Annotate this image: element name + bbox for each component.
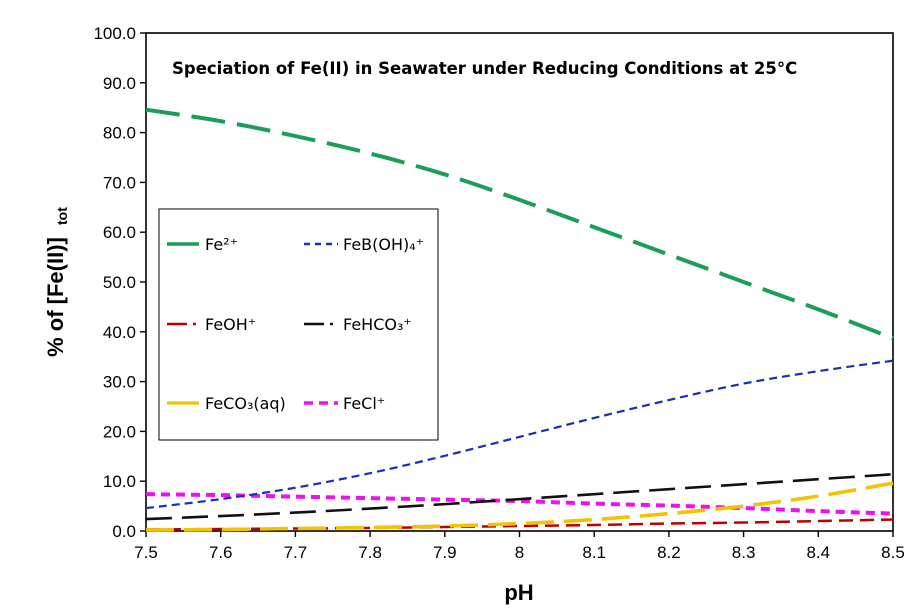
legend-label-feco3: FeCO₃(aq)	[205, 394, 286, 413]
y-axis: 0.0 10.0 20.0 30.0 40.0 50.0 60.0 70.0 80.0 90.0 1…	[93, 24, 146, 541]
y-tick-label: 30.0	[103, 373, 136, 392]
x-tick-label: 8	[515, 543, 524, 562]
series-line-fe2plus	[145, 107, 894, 341]
chart-title: Speciation of Fe(II) in Seawater under R…	[172, 59, 797, 78]
y-axis-title-group: % of [Fe(II)] tot	[43, 207, 70, 357]
y-tick-label: 40.0	[103, 323, 136, 342]
y-tick-label: 70.0	[103, 173, 136, 192]
y-tick-label: 0.0	[112, 522, 136, 541]
series-line-feco3	[145, 481, 894, 532]
series-line-feboh4	[145, 359, 894, 510]
x-axis: 7.5 7.6 7.7 7.8 7.9 8 8.1 8.2 8.3 8.4 8.5	[134, 531, 905, 562]
x-tick-label: 8.5	[881, 543, 905, 562]
y-tick-label: 90.0	[103, 74, 136, 93]
legend-label-feoh: FeOH⁺	[205, 315, 256, 334]
x-tick-label: 7.8	[358, 543, 382, 562]
x-tick-label: 8.3	[732, 543, 756, 562]
x-tick-label: 8.1	[582, 543, 606, 562]
series-line-fecl	[145, 492, 894, 516]
x-tick-label: 8.2	[657, 543, 681, 562]
x-tick-label: 7.9	[433, 543, 457, 562]
legend-label-fehco3: FeHCO₃⁺	[343, 315, 412, 334]
legend: Fe²⁺ FeB(OH)₄⁺ FeOH⁺ FeHCO₃⁺ FeCO₃(aq) FeCl⁺	[158, 208, 439, 441]
x-tick-label: 7.7	[284, 543, 308, 562]
x-axis-title: pH	[504, 580, 533, 605]
y-axis-title: % of [Fe(II)]	[43, 237, 68, 357]
y-tick-label: 20.0	[103, 422, 136, 441]
x-tick-label: 7.5	[134, 543, 158, 562]
y-axis-title-subscript: tot	[54, 207, 70, 225]
y-tick-label: 50.0	[103, 273, 136, 292]
svg-text:% of [Fe(II)] tot: % of [Fe(II)] tot	[43, 207, 70, 357]
x-tick-label: 7.6	[209, 543, 233, 562]
series-line-fehco3	[145, 472, 894, 521]
legend-box	[158, 208, 439, 441]
legend-label-fecl: FeCl⁺	[343, 394, 385, 413]
y-tick-label: 80.0	[103, 124, 136, 143]
legend-label-feboh4: FeB(OH)₄⁺	[343, 235, 424, 254]
series-layer	[145, 107, 894, 532]
y-tick-label: 60.0	[103, 223, 136, 242]
y-tick-label: 10.0	[103, 472, 136, 491]
x-tick-label: 8.4	[806, 543, 830, 562]
y-tick-label: 100.0	[93, 24, 136, 43]
legend-label-fe2plus: Fe²⁺	[205, 235, 238, 254]
